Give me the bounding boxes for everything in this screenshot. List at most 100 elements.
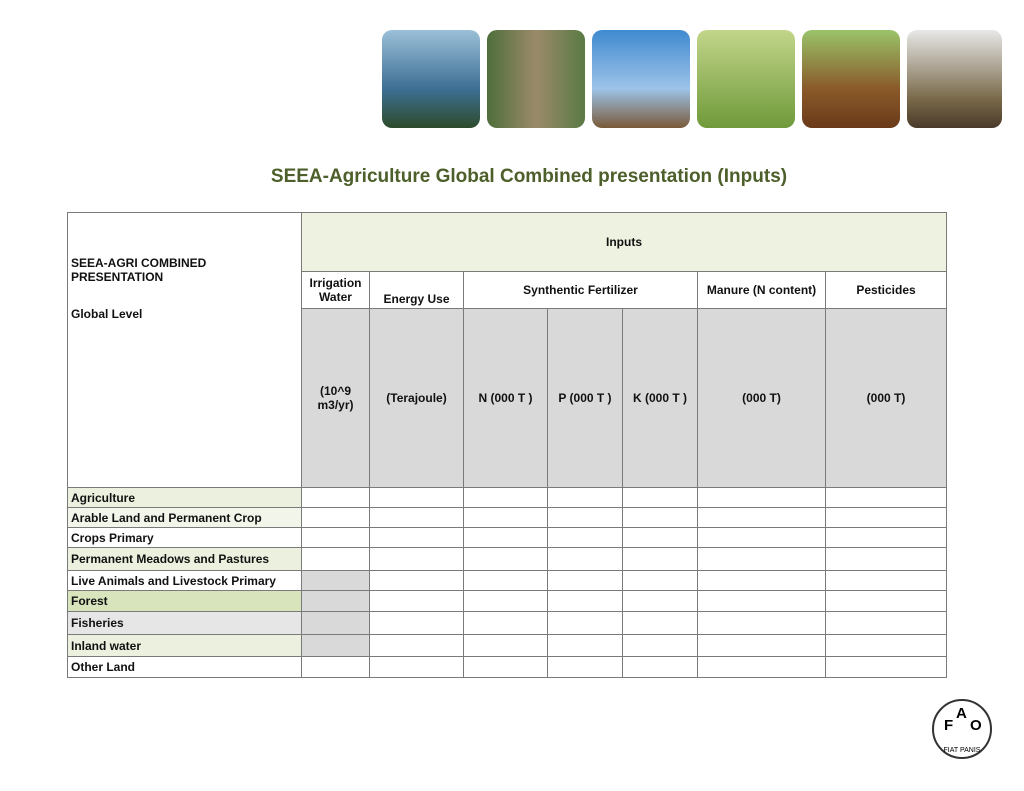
data-cell xyxy=(547,487,623,508)
data-cell xyxy=(369,507,464,528)
data-cell xyxy=(622,656,698,678)
row-label: Forest xyxy=(67,590,302,612)
data-cell xyxy=(463,634,548,657)
photo xyxy=(382,30,480,128)
data-cell xyxy=(463,656,548,678)
data-cell xyxy=(697,656,826,678)
data-cell xyxy=(697,611,826,635)
row-label: Fisheries xyxy=(67,611,302,635)
data-cell xyxy=(697,590,826,612)
data-cell xyxy=(697,487,826,508)
column-header: Manure (N content) xyxy=(697,271,826,309)
photo xyxy=(487,30,585,128)
data-cell xyxy=(825,570,947,591)
logo-ring xyxy=(932,699,992,759)
row-label: Agriculture xyxy=(67,487,302,508)
corner-cell: SEEA-AGRI COMBINED PRESENTATION Global L… xyxy=(67,212,302,488)
data-cell xyxy=(825,487,947,508)
data-cell xyxy=(825,527,947,548)
data-cell xyxy=(547,527,623,548)
data-cell xyxy=(369,527,464,548)
data-cell xyxy=(825,507,947,528)
unit-cell: (000 T) xyxy=(697,308,826,488)
data-cell xyxy=(825,656,947,678)
unit-cell: (Terajoule) xyxy=(369,308,464,488)
data-cell xyxy=(622,507,698,528)
group-header: Inputs xyxy=(301,212,947,272)
data-cell xyxy=(369,590,464,612)
logo-letter: O xyxy=(970,717,982,734)
column-header: Energy Use xyxy=(369,271,464,309)
data-cell xyxy=(463,527,548,548)
logo-motto: FIAT PANIS xyxy=(944,747,981,754)
data-cell xyxy=(622,634,698,657)
data-cell xyxy=(301,487,370,508)
data-cell xyxy=(825,634,947,657)
data-cell xyxy=(463,570,548,591)
data-cell xyxy=(301,547,370,571)
data-cell xyxy=(547,590,623,612)
fao-logo: F A O FIAT PANIS xyxy=(932,699,992,759)
data-cell xyxy=(463,487,548,508)
row-label: Inland water xyxy=(67,634,302,657)
data-cell xyxy=(301,656,370,678)
data-cell xyxy=(369,634,464,657)
data-cell xyxy=(369,570,464,591)
data-cell xyxy=(547,507,623,528)
photo xyxy=(697,30,795,128)
data-cell xyxy=(622,547,698,571)
data-cell xyxy=(697,570,826,591)
data-cell xyxy=(301,507,370,528)
unit-cell: N (000 T ) xyxy=(463,308,548,488)
logo-letter: A xyxy=(956,705,967,722)
unit-cell: (10^9 m3/yr) xyxy=(301,308,370,488)
data-cell xyxy=(547,611,623,635)
data-cell xyxy=(622,527,698,548)
unit-cell: P (000 T ) xyxy=(547,308,623,488)
data-cell xyxy=(825,590,947,612)
data-cell xyxy=(301,527,370,548)
data-cell xyxy=(825,611,947,635)
column-header: Synthentic Fertilizer xyxy=(463,271,698,309)
data-cell xyxy=(369,487,464,508)
logo-letter: F xyxy=(944,717,953,734)
column-header: Irrigation Water xyxy=(301,271,370,309)
row-label: Crops Primary xyxy=(67,527,302,548)
data-cell xyxy=(622,590,698,612)
data-cell xyxy=(463,547,548,571)
data-cell xyxy=(825,547,947,571)
data-cell xyxy=(369,611,464,635)
data-cell xyxy=(301,570,370,591)
data-cell xyxy=(547,656,623,678)
data-cell xyxy=(697,507,826,528)
corner-title: SEEA-AGRI COMBINED PRESENTATION xyxy=(71,256,207,284)
data-cell xyxy=(697,634,826,657)
data-cell xyxy=(369,547,464,571)
slide-title: SEEA-Agriculture Global Combined present… xyxy=(270,166,788,187)
data-cell xyxy=(622,611,698,635)
row-label: Permanent Meadows and Pastures xyxy=(67,547,302,571)
unit-cell: K (000 T ) xyxy=(622,308,698,488)
row-label: Live Animals and Livestock Primary xyxy=(67,570,302,591)
unit-cell: (000 T) xyxy=(825,308,947,488)
data-cell xyxy=(369,656,464,678)
data-cell xyxy=(697,527,826,548)
data-cell xyxy=(463,507,548,528)
data-cell xyxy=(301,634,370,657)
data-cell xyxy=(463,611,548,635)
photo xyxy=(592,30,690,128)
data-cell xyxy=(463,590,548,612)
row-label: Arable Land and Permanent Crop xyxy=(67,507,302,528)
photo xyxy=(907,30,1002,128)
data-cell xyxy=(301,590,370,612)
data-cell xyxy=(547,570,623,591)
data-cell xyxy=(547,547,623,571)
column-header: Pesticides xyxy=(825,271,947,309)
row-label: Other Land xyxy=(67,656,302,678)
data-cell xyxy=(622,487,698,508)
data-cell xyxy=(697,547,826,571)
corner-subtitle: Global Level xyxy=(71,307,143,321)
photo xyxy=(802,30,900,128)
data-cell xyxy=(301,611,370,635)
